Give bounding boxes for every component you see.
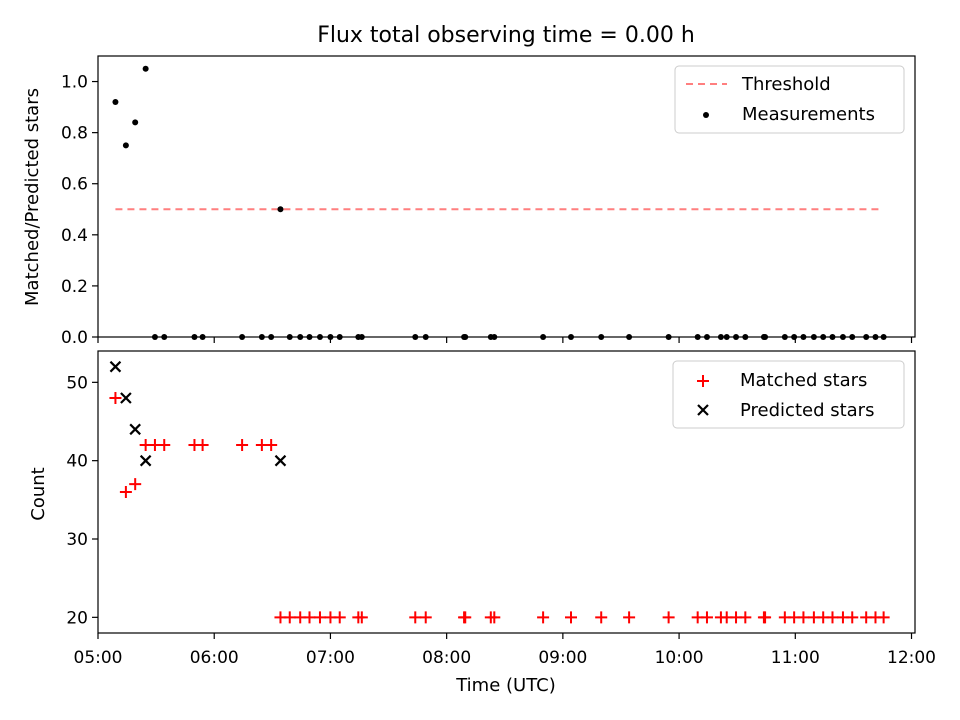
measurement-point [142, 65, 149, 72]
matched-star-point [196, 439, 209, 451]
matched-star-point [283, 611, 296, 624]
bottom-legend: Matched stars Predicted stars [672, 360, 905, 429]
top-y-tick-label: 0.6 [61, 175, 88, 195]
matched-star-point [595, 611, 608, 624]
matched-star-point [459, 611, 472, 624]
chart-title: Flux total observing time = 0.00 h [317, 23, 695, 48]
x-tick-label: 05:00 [74, 648, 123, 668]
matched-star-point [537, 611, 550, 624]
predicted-star-point [139, 454, 152, 467]
matched-star-point [313, 611, 326, 624]
matched-star-point [877, 611, 890, 624]
matched-star-point [265, 439, 278, 451]
x-tick-label: 12:00 [887, 648, 936, 668]
x-axis-label: Time (UTC) [455, 675, 556, 696]
matched-star-point [488, 611, 501, 624]
bottom-plot-frame [97, 350, 916, 634]
legend-matched-swatch [697, 375, 709, 387]
top-plot-frame [97, 55, 916, 338]
predicted-star-point [109, 360, 122, 373]
predicted-star-point [274, 454, 287, 467]
bottom-y-tick-label: 30 [66, 530, 88, 550]
legend-threshold-label: Threshold [741, 74, 831, 95]
matched-star-point [303, 611, 316, 624]
bottom-y-tick-label: 20 [66, 608, 88, 628]
bottom-y-tick-label: 50 [66, 373, 88, 393]
x-tick-label: 09:00 [538, 648, 587, 668]
top-y-tick-label: 1.0 [61, 73, 88, 93]
measurement-point [132, 119, 139, 126]
x-tick-label: 06:00 [190, 648, 239, 668]
measurement-point [112, 98, 119, 105]
top-y-tick-label: 0.8 [61, 124, 88, 144]
top-y-tick-label: 0.0 [61, 328, 88, 348]
predicted-star-point [129, 423, 141, 436]
legend-predicted-label: Predicted stars [740, 400, 874, 421]
top-y-tick-label: 0.4 [61, 226, 88, 246]
top-panel: 0.0 0.2 0.4 0.6 0.8 1.0 Matched/Predicted sta… [22, 55, 916, 348]
top-y-axis-label: Matched/Predicted stars [22, 88, 43, 306]
bottom-y-tick-label: 40 [66, 452, 88, 472]
x-tick-label: 07:00 [306, 648, 355, 668]
matched-star-point [129, 478, 142, 491]
matched-star-point [662, 611, 675, 624]
bottom-panel: 20 30 40 50 05:00 06:00 07:00 08:00 09:00 10:00 1… [28, 350, 936, 696]
measurement-point [277, 206, 284, 213]
matched-star-point [419, 611, 432, 624]
x-tick-label: 11:00 [771, 648, 820, 668]
top-y-tick-label: 0.2 [61, 277, 88, 297]
top-legend: Threshold Measurements [674, 65, 905, 134]
matched-star-point [759, 611, 772, 624]
legend-predicted-swatch [697, 404, 709, 416]
legend-measurements-label: Measurements [742, 104, 875, 125]
matched-star-point [119, 486, 132, 498]
matched-star-point [797, 611, 810, 624]
matched-star-point [623, 611, 636, 624]
predicted-star-point [120, 392, 132, 404]
matched-star-point [333, 611, 346, 624]
matched-star-point [565, 611, 577, 624]
matched-star-point [236, 439, 249, 451]
bottom-y-axis-label: Count [28, 467, 49, 520]
matched-star-point [739, 611, 752, 624]
x-tick-label: 10:00 [655, 648, 704, 668]
matched-star-point [355, 611, 368, 624]
x-tick-label: 08:00 [422, 648, 471, 668]
matched-star-point [846, 611, 859, 624]
matched-star-point [700, 611, 713, 624]
matched-star-point [409, 611, 422, 624]
measurement-point [122, 142, 129, 149]
legend-matched-label: Matched stars [740, 370, 867, 391]
matched-star-point [158, 439, 171, 451]
matched-star-point [826, 611, 839, 624]
legend-measurements-swatch [703, 112, 709, 118]
matched-star-point [109, 392, 122, 404]
